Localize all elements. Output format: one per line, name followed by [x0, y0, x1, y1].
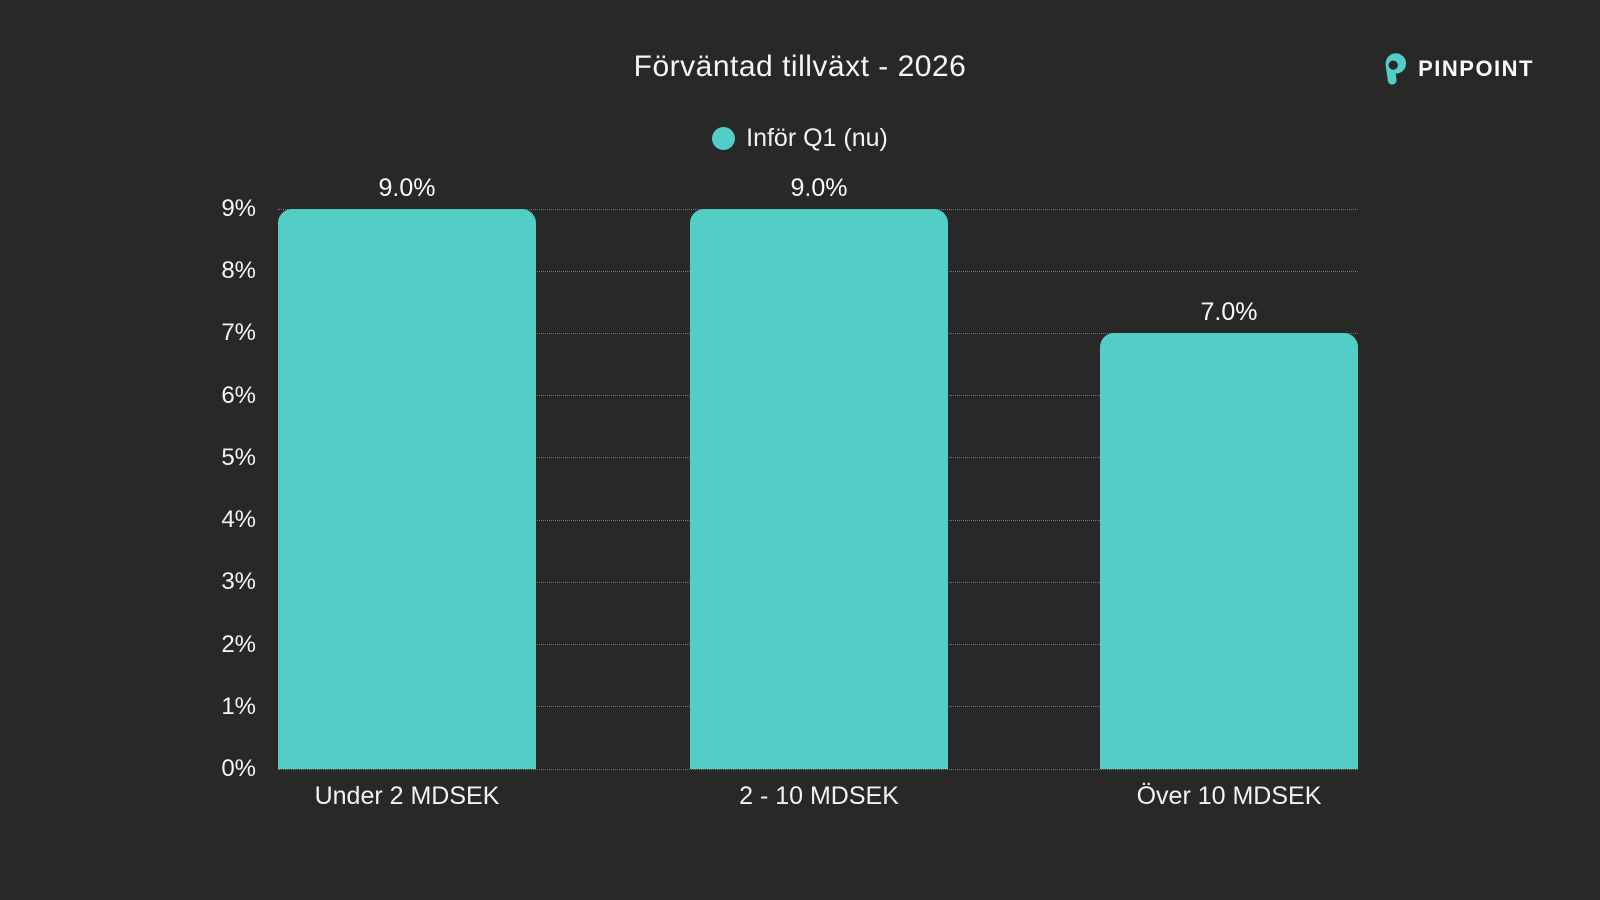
- y-axis-tick-label: 7%: [221, 319, 256, 347]
- brand-logo-text: PINPOINT: [1418, 56, 1534, 81]
- y-axis-tick-label: 3%: [221, 568, 256, 596]
- x-axis-category-label: Under 2 MDSEK: [314, 782, 500, 810]
- bar-2: [1100, 333, 1358, 769]
- bar-value-label: 9.0%: [790, 174, 848, 202]
- bar-0: [278, 209, 536, 769]
- bar-value-label: 7.0%: [1200, 298, 1258, 327]
- bar-value-label: 9.0%: [378, 174, 436, 202]
- pinpoint-logo-icon: [1381, 52, 1407, 86]
- y-axis-tick-label: 1%: [221, 692, 256, 720]
- plot-area: 0% 1% 2% 3% 4% 5% 6% 7% 8% 9% 9.0% Under 2 MDSEK 9.0…: [221, 174, 1358, 810]
- y-axis-tick-label: 5%: [221, 443, 256, 471]
- legend: Inför Q1 (nu): [0, 124, 1600, 153]
- y-axis-tick-label: 4%: [221, 506, 256, 534]
- gridline: [278, 768, 1358, 770]
- y-axis-tick-label: 2%: [221, 630, 256, 658]
- y-axis-tick-label: 9%: [221, 195, 256, 222]
- bar-1: [690, 209, 948, 769]
- legend-swatch-icon: [712, 127, 736, 150]
- chart-title: Förväntad tillväxt - 2026: [633, 50, 967, 83]
- legend-label: Inför Q1 (nu): [746, 124, 888, 152]
- x-axis-category-label: 2 - 10 MDSEK: [739, 782, 899, 810]
- y-axis-tick-label: 8%: [221, 257, 256, 285]
- y-axis-tick-label: 6%: [221, 381, 256, 409]
- x-axis-category-label: Över 10 MDSEK: [1136, 782, 1322, 810]
- brand-logo: PINPOINT: [1381, 52, 1534, 86]
- y-axis-tick-label: 0%: [221, 755, 256, 782]
